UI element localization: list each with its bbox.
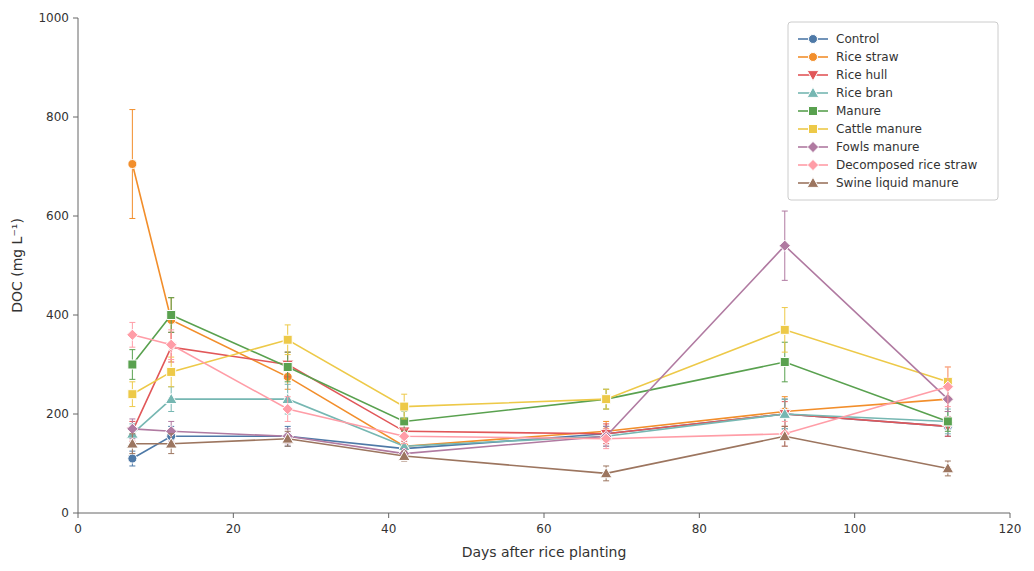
marker xyxy=(779,240,790,251)
y-tick xyxy=(73,18,78,19)
x-tick xyxy=(699,513,700,518)
marker xyxy=(942,463,954,473)
x-axis-label: Days after rice planting xyxy=(462,544,627,560)
legend-marker xyxy=(807,177,819,187)
y-axis-label: DOC (mg L⁻¹) xyxy=(9,218,25,313)
marker xyxy=(601,433,612,444)
series xyxy=(127,384,954,453)
marker xyxy=(165,438,177,448)
x-tick xyxy=(233,513,234,518)
legend-marker xyxy=(809,125,818,134)
marker xyxy=(779,408,791,418)
series-line xyxy=(132,315,948,421)
x-tick-label: 40 xyxy=(381,522,396,536)
y-tick-label: 200 xyxy=(46,407,69,421)
y-tick xyxy=(73,216,78,217)
x-tick xyxy=(854,513,855,518)
legend-label: Rice bran xyxy=(836,86,893,100)
y-tick xyxy=(73,414,78,415)
marker xyxy=(165,393,177,403)
series xyxy=(127,332,954,443)
marker xyxy=(167,367,176,376)
marker xyxy=(128,454,137,463)
marker xyxy=(283,362,292,371)
marker xyxy=(399,431,410,442)
y-tick-label: 0 xyxy=(61,506,69,520)
legend-label: Fowls manure xyxy=(836,140,919,154)
y-tick-label: 1000 xyxy=(38,11,69,25)
legend-marker xyxy=(807,141,818,152)
y-tick xyxy=(73,315,78,316)
series-line xyxy=(132,335,948,439)
legend: Control Rice straw Rice hull Rice bran Manur… xyxy=(788,22,998,200)
y-tick xyxy=(73,513,78,514)
legend-label: Rice straw xyxy=(836,50,899,64)
y-tick xyxy=(73,117,78,118)
marker xyxy=(127,423,138,434)
chart: 0 20 40 60 80 100 120 0 200 400 600 800 1000 Days aft… xyxy=(0,0,1034,571)
x-tick-label: 120 xyxy=(999,522,1022,536)
marker xyxy=(282,433,294,443)
x-tick-label: 80 xyxy=(692,522,707,536)
legend-marker xyxy=(807,71,819,81)
legend-label: Cattle manure xyxy=(836,122,922,136)
legend-marker xyxy=(809,53,818,62)
legend-marker xyxy=(809,35,818,44)
marker xyxy=(128,360,137,369)
series xyxy=(128,308,953,419)
x-tick xyxy=(78,513,79,518)
marker xyxy=(398,450,410,460)
x-tick xyxy=(1010,513,1011,518)
legend-box xyxy=(788,22,998,200)
series-line xyxy=(132,330,948,407)
series xyxy=(127,426,954,480)
x-tick-label: 0 xyxy=(74,522,82,536)
x-tick-label: 20 xyxy=(226,522,241,536)
marker xyxy=(780,358,789,367)
marker xyxy=(943,417,952,426)
marker xyxy=(128,160,137,169)
marker xyxy=(166,339,177,350)
series xyxy=(127,211,954,459)
legend-label: Swine liquid manure xyxy=(836,176,959,190)
legend-marker xyxy=(809,107,818,116)
series-line xyxy=(132,436,948,473)
x-tick xyxy=(388,513,389,518)
series-line xyxy=(132,246,948,454)
y-tick-label: 800 xyxy=(46,110,69,124)
legend-label: Manure xyxy=(836,104,881,118)
marker xyxy=(942,381,953,392)
marker xyxy=(779,430,791,440)
marker xyxy=(167,311,176,320)
marker xyxy=(127,438,139,448)
x-tick-label: 60 xyxy=(536,522,551,536)
marker xyxy=(600,468,612,478)
legend-marker xyxy=(807,87,819,97)
y-tick-label: 600 xyxy=(46,209,69,223)
marker xyxy=(400,402,409,411)
marker xyxy=(282,403,293,414)
y-tick-label: 400 xyxy=(46,308,69,322)
legend-marker xyxy=(807,159,818,170)
marker xyxy=(128,390,137,399)
series xyxy=(128,298,953,432)
y-axis-line xyxy=(78,18,79,513)
marker xyxy=(780,325,789,334)
legend-label: Control xyxy=(836,32,879,46)
marker xyxy=(942,416,954,426)
series xyxy=(127,322,954,448)
marker xyxy=(602,395,611,404)
axes: 0 20 40 60 80 100 120 0 200 400 600 800 1000 xyxy=(38,11,1021,536)
marker xyxy=(602,395,611,404)
series-line xyxy=(132,164,948,446)
legend-label: Rice hull xyxy=(836,68,887,82)
marker xyxy=(283,335,292,344)
legend-label: Decomposed rice straw xyxy=(836,158,978,172)
x-tick xyxy=(544,513,545,518)
marker xyxy=(127,329,138,340)
x-tick-label: 100 xyxy=(843,522,866,536)
